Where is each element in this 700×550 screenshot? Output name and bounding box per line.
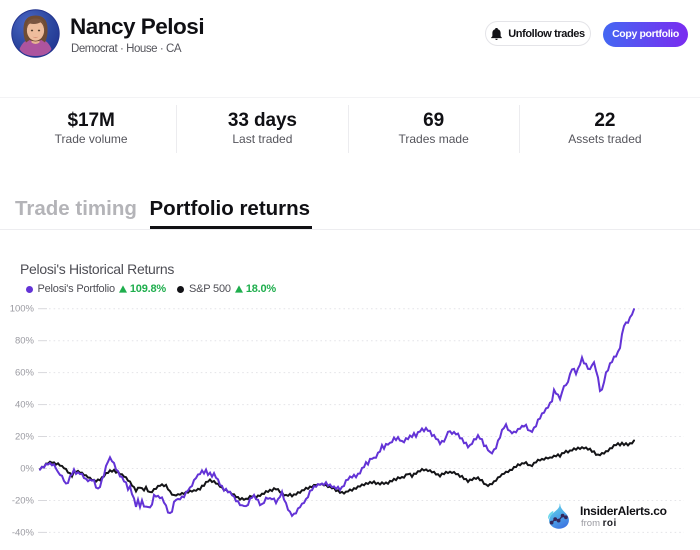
svg-text:-40%: -40%: [12, 527, 35, 538]
svg-text:100%: 100%: [10, 304, 35, 315]
svg-text:80%: 80%: [15, 336, 35, 347]
svg-text:60%: 60%: [15, 368, 35, 379]
svg-text:40%: 40%: [15, 400, 35, 411]
svg-text:0%: 0%: [20, 464, 34, 475]
svg-text:20%: 20%: [15, 432, 35, 443]
svg-text:-20%: -20%: [12, 496, 35, 507]
